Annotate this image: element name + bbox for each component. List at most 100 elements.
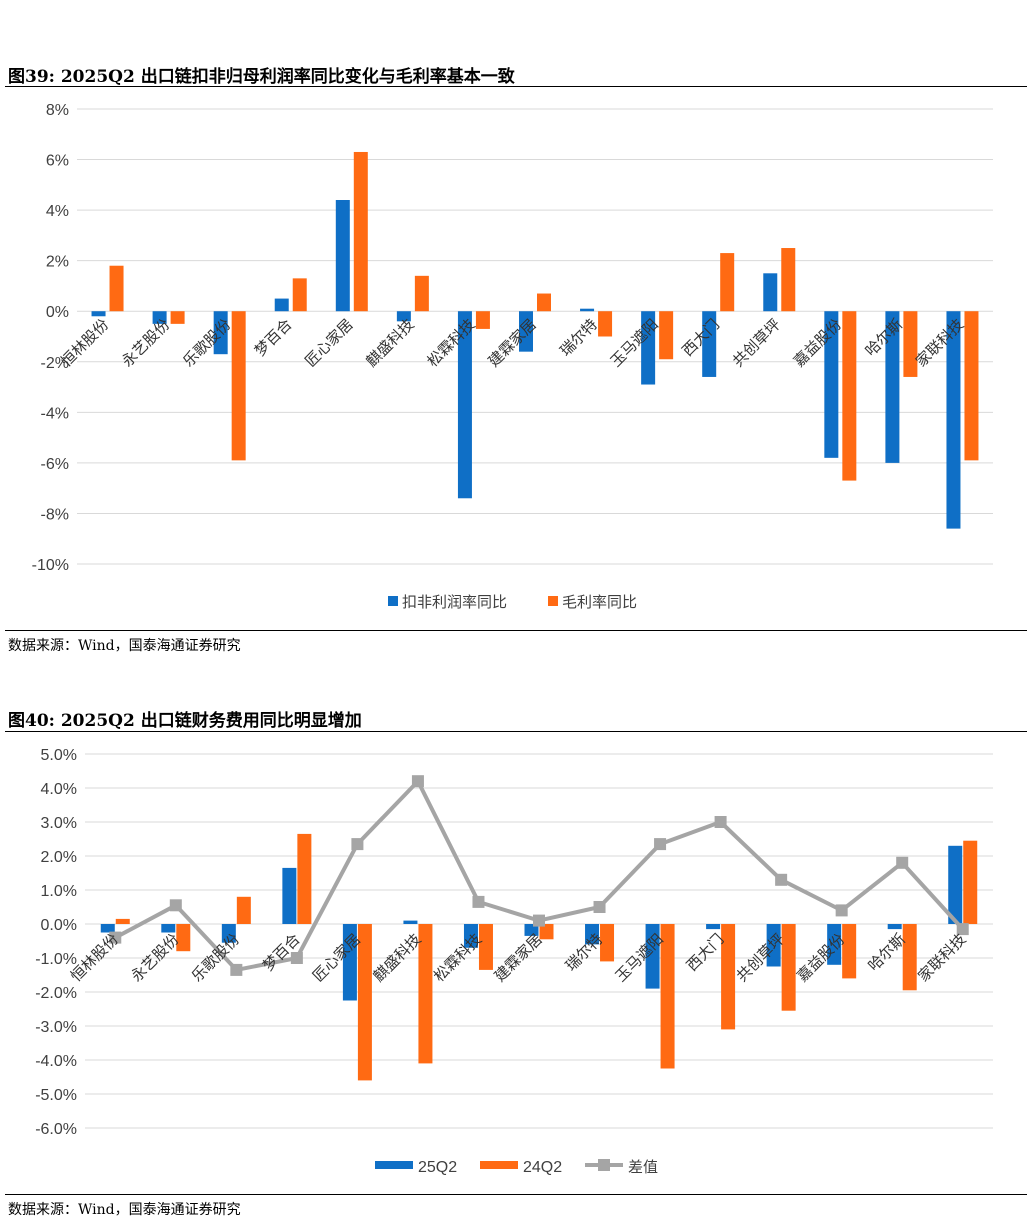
line-diff-point — [290, 952, 303, 964]
bar-series2 — [109, 265, 124, 312]
bar-series1 — [282, 867, 297, 924]
line-diff-point — [109, 931, 122, 944]
bar-series1 — [524, 924, 539, 936]
line-diff-point — [714, 816, 727, 828]
y-tick-label: 0.0% — [41, 917, 77, 934]
bar-series1 — [585, 924, 600, 945]
y-tick-label: 2% — [46, 254, 69, 271]
y-tick-label: 4.0% — [41, 781, 77, 798]
y-tick-label: -1.0% — [35, 951, 77, 968]
bar-series1 — [342, 924, 357, 1001]
y-tick-label: -4% — [41, 405, 69, 422]
bar-series2 — [357, 924, 372, 1081]
category-label: 梦百合 — [251, 315, 296, 360]
bar-series2 — [659, 311, 674, 360]
bar-series2 — [598, 311, 613, 337]
bar-series1 — [274, 298, 289, 312]
bar-series2 — [781, 924, 796, 1011]
figure-40-title: 图40: 2025Q2 出口链财务费用同比明显增加 — [8, 711, 362, 731]
line-diff-point — [775, 873, 788, 886]
category-label: 西大门 — [678, 315, 723, 360]
bar-series1 — [335, 200, 350, 312]
line-diff-point — [533, 914, 545, 927]
line-diff-point — [654, 838, 667, 851]
bar-series2 — [963, 840, 978, 924]
category-label: 哈尔斯 — [864, 930, 909, 975]
y-tick-label: -4.0% — [35, 1053, 77, 1070]
bar-series2 — [721, 924, 736, 1030]
figure-40-bottom-rule — [5, 1194, 1027, 1195]
category-label: 瑞尔特 — [556, 315, 601, 360]
bar-series2 — [539, 924, 554, 940]
bar-series2 — [231, 311, 246, 461]
legend-marker — [598, 1159, 610, 1171]
category-label: 瑞尔特 — [562, 930, 607, 975]
y-tick-label: 1.0% — [41, 883, 77, 900]
bar-series1 — [645, 924, 660, 989]
legend-swatch — [388, 596, 398, 606]
bar-series1 — [221, 924, 236, 943]
bar-series2 — [781, 248, 796, 312]
bar-series1 — [827, 924, 842, 965]
bar-series1 — [948, 845, 963, 924]
bar-series1 — [152, 311, 167, 324]
bar-series2 — [660, 924, 675, 1069]
line-diff-point — [411, 775, 424, 788]
y-tick-label: 3.0% — [41, 815, 77, 832]
y-tick-label: 6% — [46, 153, 69, 170]
line-diff-point — [351, 838, 364, 851]
bar-series1 — [641, 311, 656, 385]
y-tick-label: 8% — [46, 102, 69, 119]
y-tick-label: -10% — [32, 557, 69, 574]
bar-series1 — [766, 924, 781, 967]
bar-series1 — [763, 273, 778, 312]
bar-series2 — [903, 311, 918, 377]
y-tick-label: 4% — [46, 203, 69, 220]
bar-series2 — [292, 278, 307, 312]
bar-series2 — [475, 311, 490, 329]
legend-label: 扣非利润率同比 — [402, 593, 507, 611]
bar-series1 — [91, 311, 106, 317]
bar-series1 — [519, 311, 533, 352]
bar-series2 — [600, 924, 615, 962]
bar-series1 — [463, 924, 478, 948]
bar-series1 — [457, 311, 472, 499]
bar-series2 — [537, 293, 551, 312]
bar-series1 — [100, 924, 115, 933]
legend-label: 毛利率同比 — [562, 593, 637, 611]
legend-label: 25Q2 — [418, 1159, 457, 1176]
chart-40-svg: 5.0% 4.0% 3.0% 2.0% 1.0% 0.0% -1.0% -2.0% -3.0% -… — [35, 747, 993, 1176]
bar-series1 — [946, 311, 961, 529]
bar-series2 — [720, 253, 735, 312]
legend-label: 差值 — [628, 1158, 658, 1176]
bar-series2 — [842, 924, 857, 979]
bar-series2 — [478, 924, 493, 970]
line-diff-point — [472, 895, 485, 908]
legend-swatch — [375, 1161, 413, 1169]
bar-series1 — [396, 311, 411, 322]
figure-39-source: 数据来源：Wind，国泰海通证券研究 — [8, 638, 241, 654]
bar-series1 — [887, 924, 902, 930]
category-label: 西大门 — [683, 930, 728, 975]
bar-series2 — [414, 275, 429, 312]
y-tick-label: 0% — [46, 304, 69, 321]
line-diff-point — [169, 899, 182, 912]
bar-series1 — [885, 311, 900, 463]
category-label: 哈尔斯 — [862, 315, 907, 360]
bar-series1 — [403, 920, 418, 924]
bar-series1 — [161, 924, 176, 933]
bar-series1 — [824, 311, 839, 458]
y-tick-label: -8% — [41, 506, 69, 523]
bar-series2 — [964, 311, 979, 461]
bar-series2 — [115, 918, 130, 924]
line-diff-point — [835, 904, 848, 917]
bar-series2 — [902, 924, 917, 991]
line-diff-point — [956, 923, 969, 936]
bar-series1 — [213, 311, 228, 355]
bar-series2 — [418, 924, 433, 1064]
y-tick-label: -6% — [41, 456, 69, 473]
y-tick-label: 2.0% — [41, 849, 77, 866]
chart-39-svg: 8%6%4%2%0%-2%-4%-6%-8%-10%恒林股份 永艺股份 乐歌股份 梦百… — [32, 102, 993, 611]
y-tick-label: -2% — [41, 355, 69, 372]
figure-40-source: 数据来源：Wind，国泰海通证券研究 — [8, 1202, 241, 1218]
